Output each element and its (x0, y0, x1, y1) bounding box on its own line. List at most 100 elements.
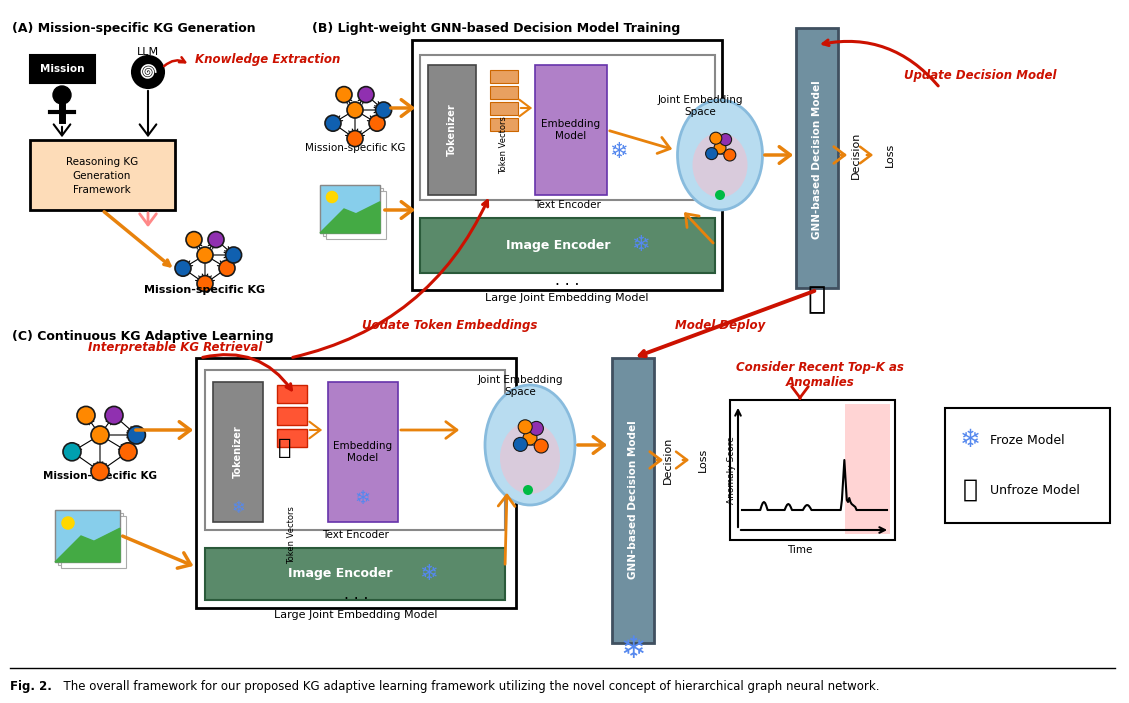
Text: Consider Recent Top-K as: Consider Recent Top-K as (736, 361, 904, 375)
Text: (C) Continuous KG Adaptive Learning: (C) Continuous KG Adaptive Learning (12, 330, 273, 343)
Text: Model Deploy: Model Deploy (675, 319, 765, 333)
Text: ❄: ❄ (620, 636, 646, 664)
Bar (55, 510, 120, 562)
Text: The overall framework for our proposed KG adaptive learning framework utilizing : The overall framework for our proposed K… (56, 680, 879, 693)
Bar (277, 385, 307, 403)
Circle shape (376, 102, 392, 118)
Circle shape (219, 260, 235, 276)
Circle shape (530, 421, 543, 435)
Bar (420, 55, 715, 200)
Text: (B) Light-weight GNN-based Decision Model Training: (B) Light-weight GNN-based Decision Mode… (312, 22, 681, 35)
Text: Space: Space (505, 387, 536, 397)
Bar (490, 102, 518, 115)
Circle shape (369, 115, 385, 131)
Bar (490, 118, 518, 131)
Text: ❄: ❄ (355, 489, 371, 508)
Circle shape (523, 431, 537, 445)
Text: Reasoning KG: Reasoning KG (65, 157, 138, 167)
Circle shape (715, 190, 725, 200)
Text: LLM: LLM (137, 47, 159, 57)
Text: Framework: Framework (73, 185, 131, 195)
Ellipse shape (692, 132, 747, 198)
Text: Embedding
Model: Embedding Model (542, 120, 601, 141)
Bar (490, 70, 518, 83)
Bar (796, 28, 838, 288)
Bar (277, 429, 307, 447)
Text: ❄: ❄ (631, 235, 649, 255)
Text: Token Vectors: Token Vectors (499, 116, 508, 174)
Circle shape (128, 426, 146, 444)
Circle shape (196, 247, 213, 263)
Circle shape (514, 437, 527, 451)
Ellipse shape (500, 422, 560, 494)
Circle shape (196, 276, 213, 292)
Text: Anomaly Score: Anomaly Score (727, 436, 736, 504)
Text: Unfroze Model: Unfroze Model (990, 484, 1079, 496)
Circle shape (77, 406, 95, 425)
Circle shape (326, 191, 339, 203)
Bar (329, 382, 399, 522)
Bar (428, 65, 476, 195)
Circle shape (706, 148, 718, 160)
Circle shape (518, 420, 532, 434)
Text: Space: Space (684, 107, 716, 117)
Text: Embedding
Model: Embedding Model (333, 441, 393, 463)
Text: Generation: Generation (72, 171, 131, 181)
Polygon shape (55, 528, 120, 562)
Bar (58, 513, 123, 565)
Text: Image Encoder: Image Encoder (506, 238, 611, 252)
Text: ❄: ❄ (231, 499, 245, 517)
Text: (A) Mission-specific KG Generation: (A) Mission-specific KG Generation (12, 22, 255, 35)
Text: Froze Model: Froze Model (990, 434, 1065, 446)
Bar (490, 86, 518, 99)
Text: Large Joint Embedding Model: Large Joint Embedding Model (485, 293, 649, 303)
Circle shape (534, 439, 549, 453)
Circle shape (325, 115, 341, 131)
Circle shape (61, 516, 75, 530)
Circle shape (105, 406, 123, 425)
Bar (730, 400, 895, 540)
Bar (213, 382, 263, 522)
Text: Anomalies: Anomalies (786, 375, 855, 389)
Bar (30, 140, 175, 210)
Text: GNN-based Decision Model: GNN-based Decision Model (628, 420, 638, 579)
Text: ❄: ❄ (960, 428, 980, 452)
Text: GNN-based Decision Model: GNN-based Decision Model (812, 81, 822, 240)
Circle shape (226, 247, 242, 263)
Text: Large Joint Embedding Model: Large Joint Embedding Model (274, 610, 438, 620)
Text: 🔥: 🔥 (279, 438, 291, 458)
Text: Joint Embedding: Joint Embedding (657, 95, 743, 105)
Bar (945, 408, 1110, 523)
Text: Fig. 2.: Fig. 2. (10, 680, 52, 693)
Text: Knowledge Extraction: Knowledge Extraction (195, 53, 340, 67)
Text: Time: Time (787, 545, 813, 555)
Text: 🔥: 🔥 (963, 478, 978, 502)
Circle shape (523, 485, 533, 495)
Text: Joint Embedding: Joint Embedding (478, 375, 562, 385)
Circle shape (347, 102, 364, 118)
Circle shape (347, 131, 364, 147)
Text: Tokenizer: Tokenizer (233, 425, 243, 478)
Bar (412, 40, 723, 290)
Bar (205, 370, 505, 530)
Polygon shape (320, 202, 380, 233)
Circle shape (719, 134, 732, 146)
Text: Token Vectors: Token Vectors (288, 506, 297, 564)
Circle shape (91, 463, 110, 480)
Circle shape (714, 142, 726, 154)
Circle shape (710, 132, 721, 144)
Bar (205, 548, 505, 600)
Bar (612, 358, 654, 643)
Text: Text Encoder: Text Encoder (322, 530, 388, 540)
Bar (326, 191, 386, 239)
Circle shape (53, 86, 71, 104)
Text: Text Encoder: Text Encoder (534, 200, 601, 210)
Text: Loss: Loss (698, 448, 708, 472)
Bar (320, 185, 380, 233)
Bar (323, 188, 383, 236)
Text: Decision: Decision (851, 131, 861, 179)
Bar (277, 407, 307, 425)
Text: ❄: ❄ (609, 142, 628, 162)
Bar (420, 218, 715, 273)
Circle shape (358, 86, 374, 103)
